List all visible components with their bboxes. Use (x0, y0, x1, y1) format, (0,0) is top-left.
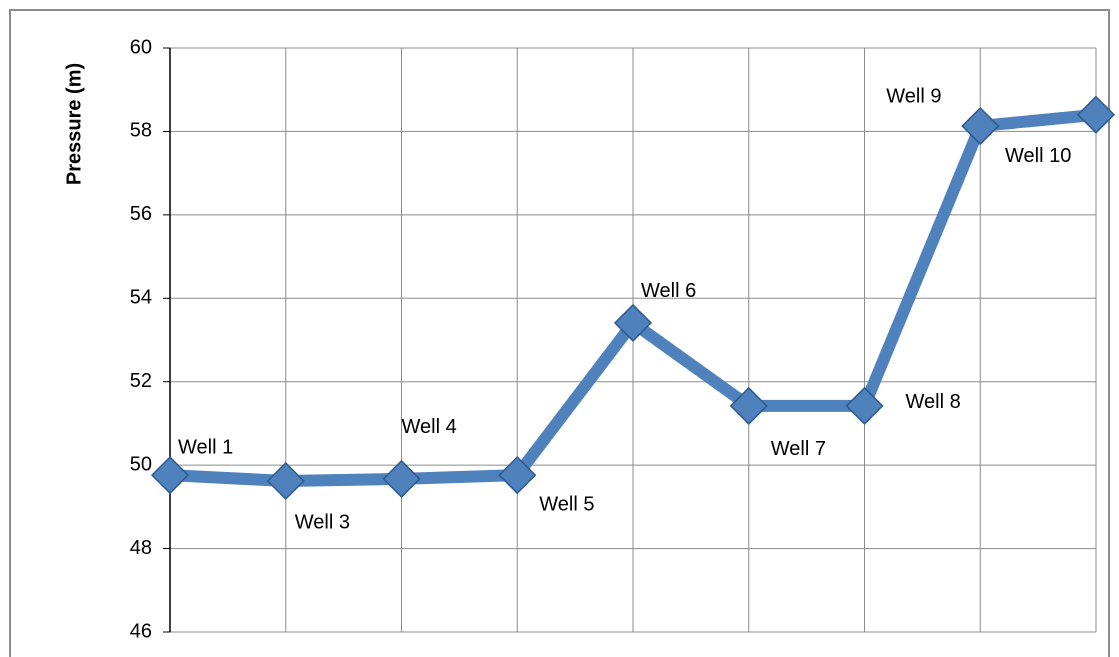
point-label: Well 5 (539, 493, 594, 515)
point-label: Well 4 (402, 416, 457, 438)
point-label: Well 1 (178, 436, 233, 458)
point-label: Well 10 (1005, 145, 1071, 167)
y-tick-label: 58 (130, 120, 152, 142)
marker (961, 106, 1000, 146)
marker (1076, 95, 1116, 134)
y-tick-label: 54 (130, 287, 152, 309)
y-tick-label: 60 (130, 36, 152, 58)
point-label: Well 6 (641, 280, 696, 302)
marker (150, 456, 190, 495)
point-label: Well 8 (906, 391, 961, 413)
point-label: Well 3 (295, 511, 350, 533)
y-axis-label: Pressure (m) (63, 63, 85, 185)
y-tick-label: 56 (130, 203, 152, 225)
marker (266, 461, 305, 501)
chart-frame (9, 9, 1110, 657)
marker (382, 459, 421, 498)
y-tick-label: 50 (130, 453, 152, 475)
marker (498, 456, 537, 495)
point-label: Well 7 (771, 438, 826, 460)
marker (845, 386, 884, 425)
marker (613, 303, 653, 342)
marker (729, 386, 768, 425)
y-tick-label: 46 (130, 620, 152, 642)
y-tick-label: 48 (130, 537, 152, 559)
y-tick-label: 52 (130, 370, 152, 392)
point-label: Well 9 (886, 85, 941, 107)
